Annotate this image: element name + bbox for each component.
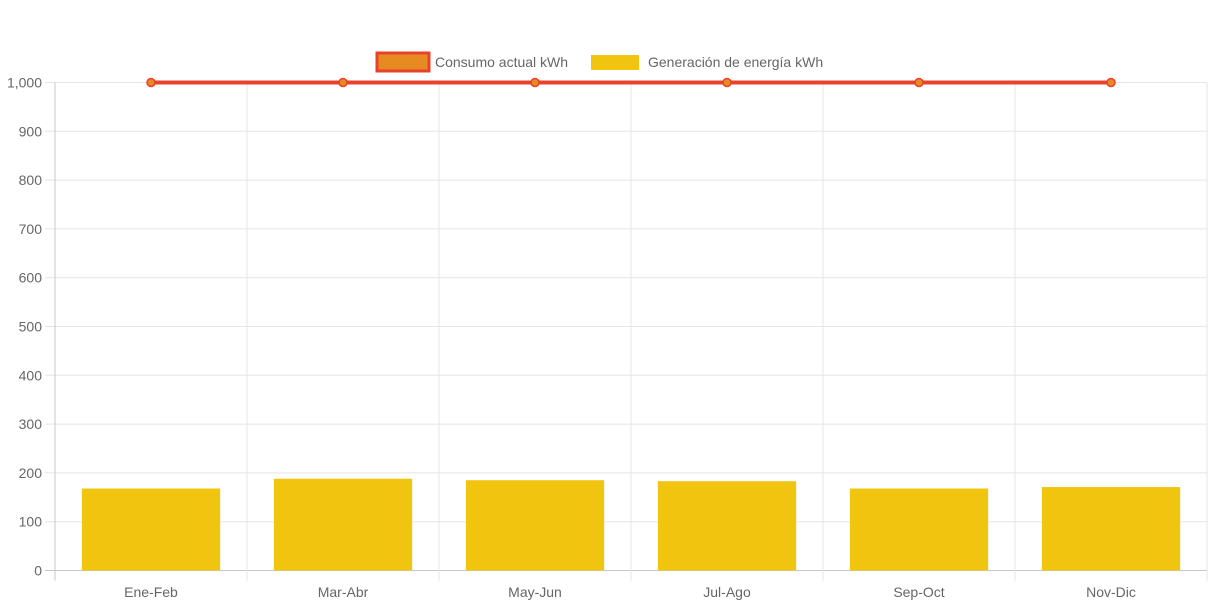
bar-generacion[interactable] [1041,487,1181,571]
bar-generacion[interactable] [465,480,605,571]
y-tick-label: 900 [19,123,43,139]
point-consumo[interactable] [722,77,732,88]
line-series [146,77,1116,88]
legend-label-consumo[interactable]: Consumo actual kWh [435,54,568,70]
point-consumo[interactable] [1106,77,1116,88]
point-consumo[interactable] [146,77,156,88]
y-axis: 0 100 200 300 400 500 600 700 800 900 1,000 [7,75,42,579]
y-tick-label: 200 [19,465,43,481]
y-tick-label: 400 [19,367,43,383]
legend: Consumo actual kWh Generación de energía… [375,51,823,73]
point-consumo[interactable] [338,77,348,88]
y-tick-label: 1,000 [7,75,42,91]
point-consumo[interactable] [530,77,540,88]
y-tick-label: 600 [19,270,43,286]
x-tick-label: Mar-Abr [318,584,369,600]
y-tick-label: 300 [19,416,43,432]
bar-generacion[interactable] [273,478,413,571]
x-tick-label: May-Jun [508,584,562,600]
y-tick-label: 500 [19,319,43,335]
legend-swatch-consumo[interactable] [375,51,431,73]
legend-item-consumo[interactable]: Consumo actual kWh [375,51,568,73]
point-consumo[interactable] [914,77,924,88]
y-tick-label: 0 [34,563,42,579]
x-tick-label: Jul-Ago [703,584,751,600]
legend-swatch-generacion[interactable] [591,55,639,70]
x-tick-label: Ene-Feb [124,584,178,600]
bar-generacion[interactable] [849,488,989,571]
bar-generacion[interactable] [81,488,221,571]
x-axis: Ene-Feb Mar-Abr May-Jun Jul-Ago Sep-Oct Nov-D… [124,584,1136,600]
legend-label-generacion[interactable]: Generación de energía kWh [648,54,823,70]
y-tick-label: 700 [19,221,43,237]
y-tick-label: 100 [19,514,43,530]
legend-item-generacion[interactable]: Generación de energía kWh [591,54,823,70]
y-tick-label: 800 [19,172,43,188]
bars [81,478,1181,571]
x-tick-label: Sep-Oct [893,584,944,600]
x-tick-label: Nov-Dic [1086,584,1136,600]
bar-generacion[interactable] [657,481,797,571]
